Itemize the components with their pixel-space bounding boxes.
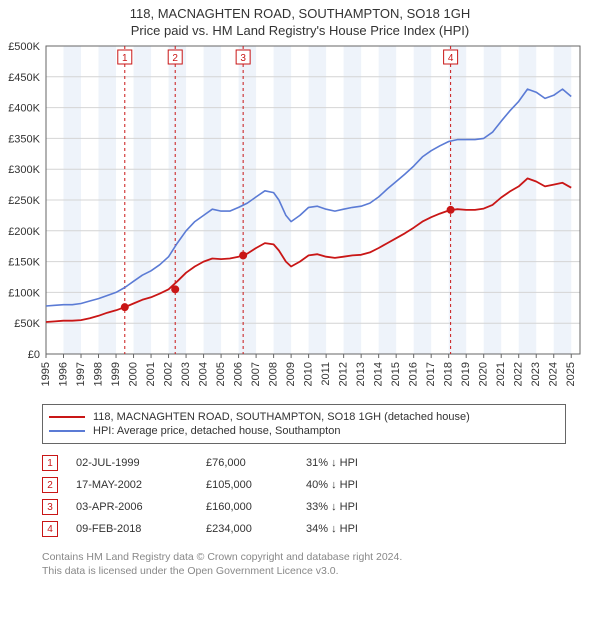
svg-text:2: 2: [172, 53, 178, 64]
svg-text:2017: 2017: [425, 362, 437, 386]
svg-text:£450K: £450K: [8, 72, 40, 84]
sale-diff: 34% ↓ HPI: [306, 523, 426, 535]
svg-text:£250K: £250K: [8, 195, 40, 207]
sale-date: 09-FEB-2018: [76, 523, 206, 535]
sales-row: 3 03-APR-2006£160,00033% ↓ HPI: [42, 496, 566, 518]
svg-text:2018: 2018: [443, 362, 455, 386]
attribution: Contains HM Land Registry data © Crown c…: [42, 550, 566, 578]
svg-text:1: 1: [122, 53, 128, 64]
svg-text:2011: 2011: [320, 362, 332, 386]
chart-title-block: 118, MACNAGHTEN ROAD, SOUTHAMPTON, SO18 …: [0, 0, 600, 38]
sale-marker-icon: 4: [42, 521, 58, 537]
sale-marker-icon: 3: [42, 499, 58, 515]
sale-diff: 33% ↓ HPI: [306, 501, 426, 513]
svg-text:2012: 2012: [338, 362, 350, 386]
svg-text:£300K: £300K: [8, 164, 40, 176]
svg-text:£400K: £400K: [8, 103, 40, 115]
attribution-line2: This data is licensed under the Open Gov…: [42, 564, 566, 578]
svg-text:2021: 2021: [495, 362, 507, 386]
svg-text:2014: 2014: [373, 362, 385, 386]
sale-marker-icon: 1: [42, 455, 58, 471]
legend-row-property: 118, MACNAGHTEN ROAD, SOUTHAMPTON, SO18 …: [49, 411, 559, 423]
sale-marker-icon: 2: [42, 477, 58, 493]
svg-text:£350K: £350K: [8, 133, 40, 145]
sale-diff: 40% ↓ HPI: [306, 479, 426, 491]
sales-row: 2 17-MAY-2002£105,00040% ↓ HPI: [42, 474, 566, 496]
sale-price: £234,000: [206, 523, 306, 535]
svg-text:2010: 2010: [303, 362, 315, 386]
svg-text:1999: 1999: [110, 362, 122, 386]
svg-text:1997: 1997: [75, 362, 87, 386]
legend: 118, MACNAGHTEN ROAD, SOUTHAMPTON, SO18 …: [42, 404, 566, 444]
svg-text:2008: 2008: [268, 362, 280, 386]
svg-text:1996: 1996: [58, 362, 70, 386]
svg-text:2024: 2024: [548, 362, 560, 386]
chart-title-subtitle: Price paid vs. HM Land Registry's House …: [8, 23, 592, 38]
price-chart: £0 £50K £100K £150K £200K £250K £300K £350K £400…: [0, 38, 600, 398]
sale-price: £160,000: [206, 501, 306, 513]
svg-text:2020: 2020: [478, 362, 490, 386]
sale-date: 03-APR-2006: [76, 501, 206, 513]
sale-date: 17-MAY-2002: [76, 479, 206, 491]
sale-date: 02-JUL-1999: [76, 457, 206, 469]
sales-row: 1 02-JUL-1999£76,00031% ↓ HPI: [42, 452, 566, 474]
legend-swatch-property: [49, 416, 85, 418]
svg-text:2015: 2015: [390, 362, 402, 386]
sales-table: 1 02-JUL-1999£76,00031% ↓ HPI 2 17-MAY-2002…: [42, 452, 566, 540]
svg-text:2003: 2003: [180, 362, 192, 386]
legend-swatch-hpi: [49, 430, 85, 432]
chart-title-address: 118, MACNAGHTEN ROAD, SOUTHAMPTON, SO18 …: [8, 6, 592, 21]
svg-text:£0: £0: [28, 349, 40, 361]
sales-row: 4 09-FEB-2018£234,00034% ↓ HPI: [42, 518, 566, 540]
svg-text:3: 3: [240, 53, 246, 64]
svg-text:2007: 2007: [250, 362, 262, 386]
svg-text:1998: 1998: [93, 362, 105, 386]
svg-text:2019: 2019: [460, 362, 472, 386]
svg-text:2000: 2000: [128, 362, 140, 386]
svg-text:2023: 2023: [530, 362, 542, 386]
svg-text:£150K: £150K: [8, 257, 40, 269]
legend-row-hpi: HPI: Average price, detached house, Sout…: [49, 425, 559, 437]
sale-diff: 31% ↓ HPI: [306, 457, 426, 469]
svg-text:2009: 2009: [285, 362, 297, 386]
sale-price: £105,000: [206, 479, 306, 491]
svg-text:2002: 2002: [163, 362, 175, 386]
legend-label-hpi: HPI: Average price, detached house, Sout…: [93, 425, 340, 437]
svg-text:2022: 2022: [513, 362, 525, 386]
legend-label-property: 118, MACNAGHTEN ROAD, SOUTHAMPTON, SO18 …: [93, 411, 470, 423]
svg-text:4: 4: [448, 53, 454, 64]
svg-text:£500K: £500K: [8, 41, 40, 53]
svg-text:£100K: £100K: [8, 287, 40, 299]
svg-text:2016: 2016: [408, 362, 420, 386]
svg-text:2006: 2006: [233, 362, 245, 386]
svg-text:1995: 1995: [40, 362, 52, 386]
svg-text:£200K: £200K: [8, 226, 40, 238]
svg-text:£50K: £50K: [14, 318, 40, 330]
sale-price: £76,000: [206, 457, 306, 469]
chart-area: £0 £50K £100K £150K £200K £250K £300K £350K £400…: [0, 38, 600, 398]
svg-text:2025: 2025: [565, 362, 577, 386]
svg-text:2005: 2005: [215, 362, 227, 386]
svg-text:2013: 2013: [355, 362, 367, 386]
svg-text:2004: 2004: [198, 362, 210, 386]
attribution-line1: Contains HM Land Registry data © Crown c…: [42, 550, 566, 564]
svg-text:2001: 2001: [145, 362, 157, 386]
